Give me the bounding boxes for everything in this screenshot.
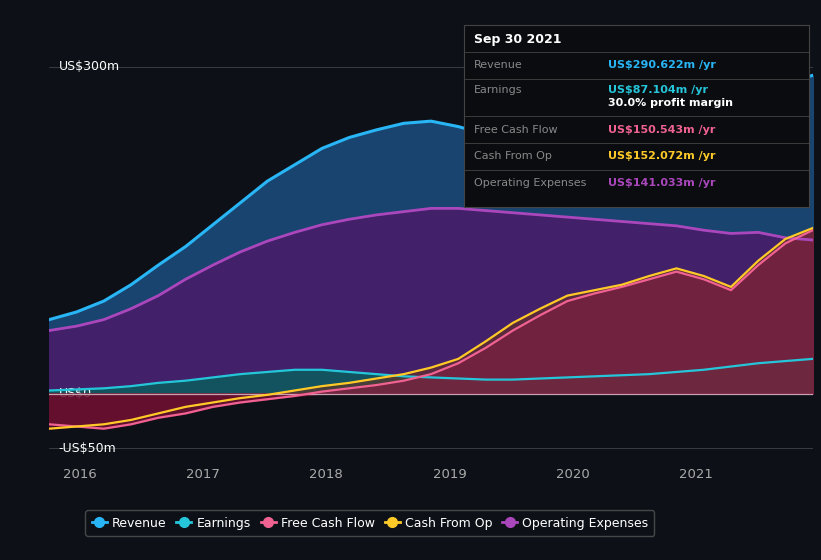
- Text: Operating Expenses: Operating Expenses: [474, 178, 586, 188]
- Text: Cash From Op: Cash From Op: [474, 151, 552, 161]
- Text: Sep 30 2021: Sep 30 2021: [474, 33, 562, 46]
- Text: Revenue: Revenue: [474, 60, 522, 70]
- Legend: Revenue, Earnings, Free Cash Flow, Cash From Op, Operating Expenses: Revenue, Earnings, Free Cash Flow, Cash …: [85, 510, 654, 536]
- Text: US$0: US$0: [58, 387, 92, 400]
- Text: -US$50m: -US$50m: [58, 442, 117, 455]
- Text: Free Cash Flow: Free Cash Flow: [474, 124, 557, 134]
- Text: US$300m: US$300m: [58, 60, 120, 73]
- Text: US$152.072m /yr: US$152.072m /yr: [608, 151, 715, 161]
- Text: US$141.033m /yr: US$141.033m /yr: [608, 178, 715, 188]
- Text: US$87.104m /yr: US$87.104m /yr: [608, 85, 708, 95]
- Text: US$290.622m /yr: US$290.622m /yr: [608, 60, 715, 70]
- Text: 30.0% profit margin: 30.0% profit margin: [608, 98, 732, 108]
- Text: Earnings: Earnings: [474, 85, 522, 95]
- Text: US$150.543m /yr: US$150.543m /yr: [608, 124, 715, 134]
